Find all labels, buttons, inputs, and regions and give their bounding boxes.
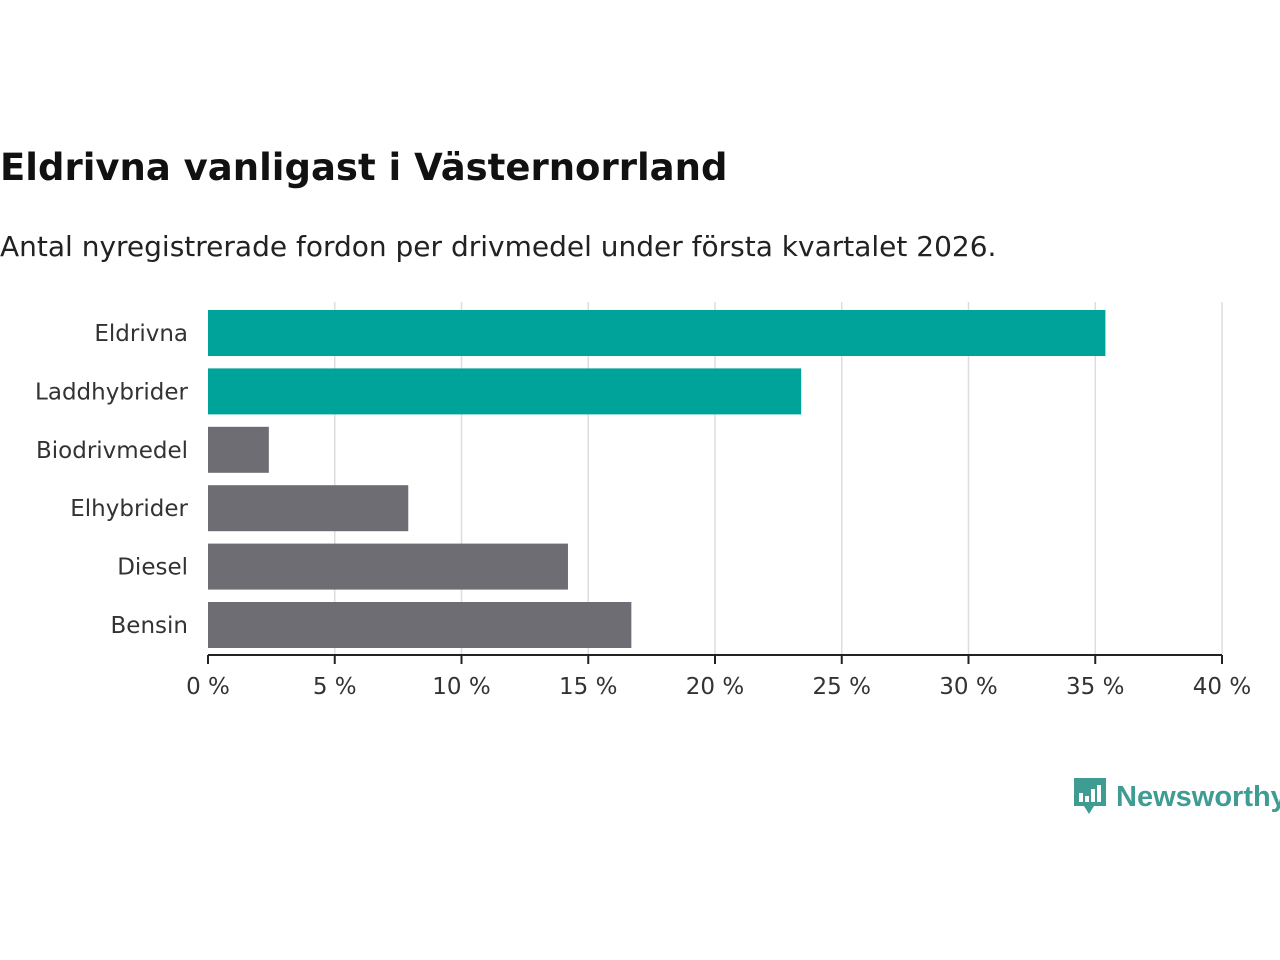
bar-elhybrider — [208, 485, 409, 532]
x-tick-label: 30 % — [939, 674, 997, 700]
bar-laddhybrider — [208, 368, 802, 415]
category-label: Biodrivmedel — [36, 438, 188, 464]
x-tick-label: 40 % — [1193, 674, 1251, 700]
bar-biodrivmedel — [208, 426, 269, 473]
chart-subtitle: Antal nyregistrerade fordon per drivmede… — [0, 230, 997, 263]
bar-diesel — [208, 543, 568, 590]
x-axis: 0 % 5 % 10 % 15 % 20 % 25 % 30 % 35 % 40 % — [186, 654, 1251, 700]
category-label: Eldrivna — [94, 321, 188, 347]
category-label: Laddhybrider — [35, 379, 188, 405]
x-tick-label: 15 % — [559, 674, 617, 700]
newsworthy-logo-icon — [1074, 778, 1106, 814]
gridlines — [334, 302, 1223, 655]
x-tick-label: 0 % — [186, 674, 230, 700]
category-label: Bensin — [111, 613, 188, 639]
category-label: Diesel — [117, 555, 188, 581]
x-tick-label: 25 % — [813, 674, 871, 700]
bar-eldrivna — [208, 310, 1106, 356]
bars — [208, 310, 1106, 648]
x-tick-label: 5 % — [313, 674, 357, 700]
bar-bensin — [208, 602, 632, 648]
x-tick-label: 20 % — [686, 674, 744, 700]
category-labels: Eldrivna Laddhybrider Biodrivmedel Elhybrid… — [35, 321, 188, 639]
newsworthy-logo: Newsworthy — [1072, 776, 1280, 818]
category-label: Elhybrider — [70, 496, 188, 522]
x-tick-label: 35 % — [1066, 674, 1124, 700]
newsworthy-logo-text: Newsworthy — [1116, 780, 1280, 813]
x-tick-label: 10 % — [432, 674, 490, 700]
chart-title: Eldrivna vanligast i Västernorrland — [0, 146, 728, 189]
